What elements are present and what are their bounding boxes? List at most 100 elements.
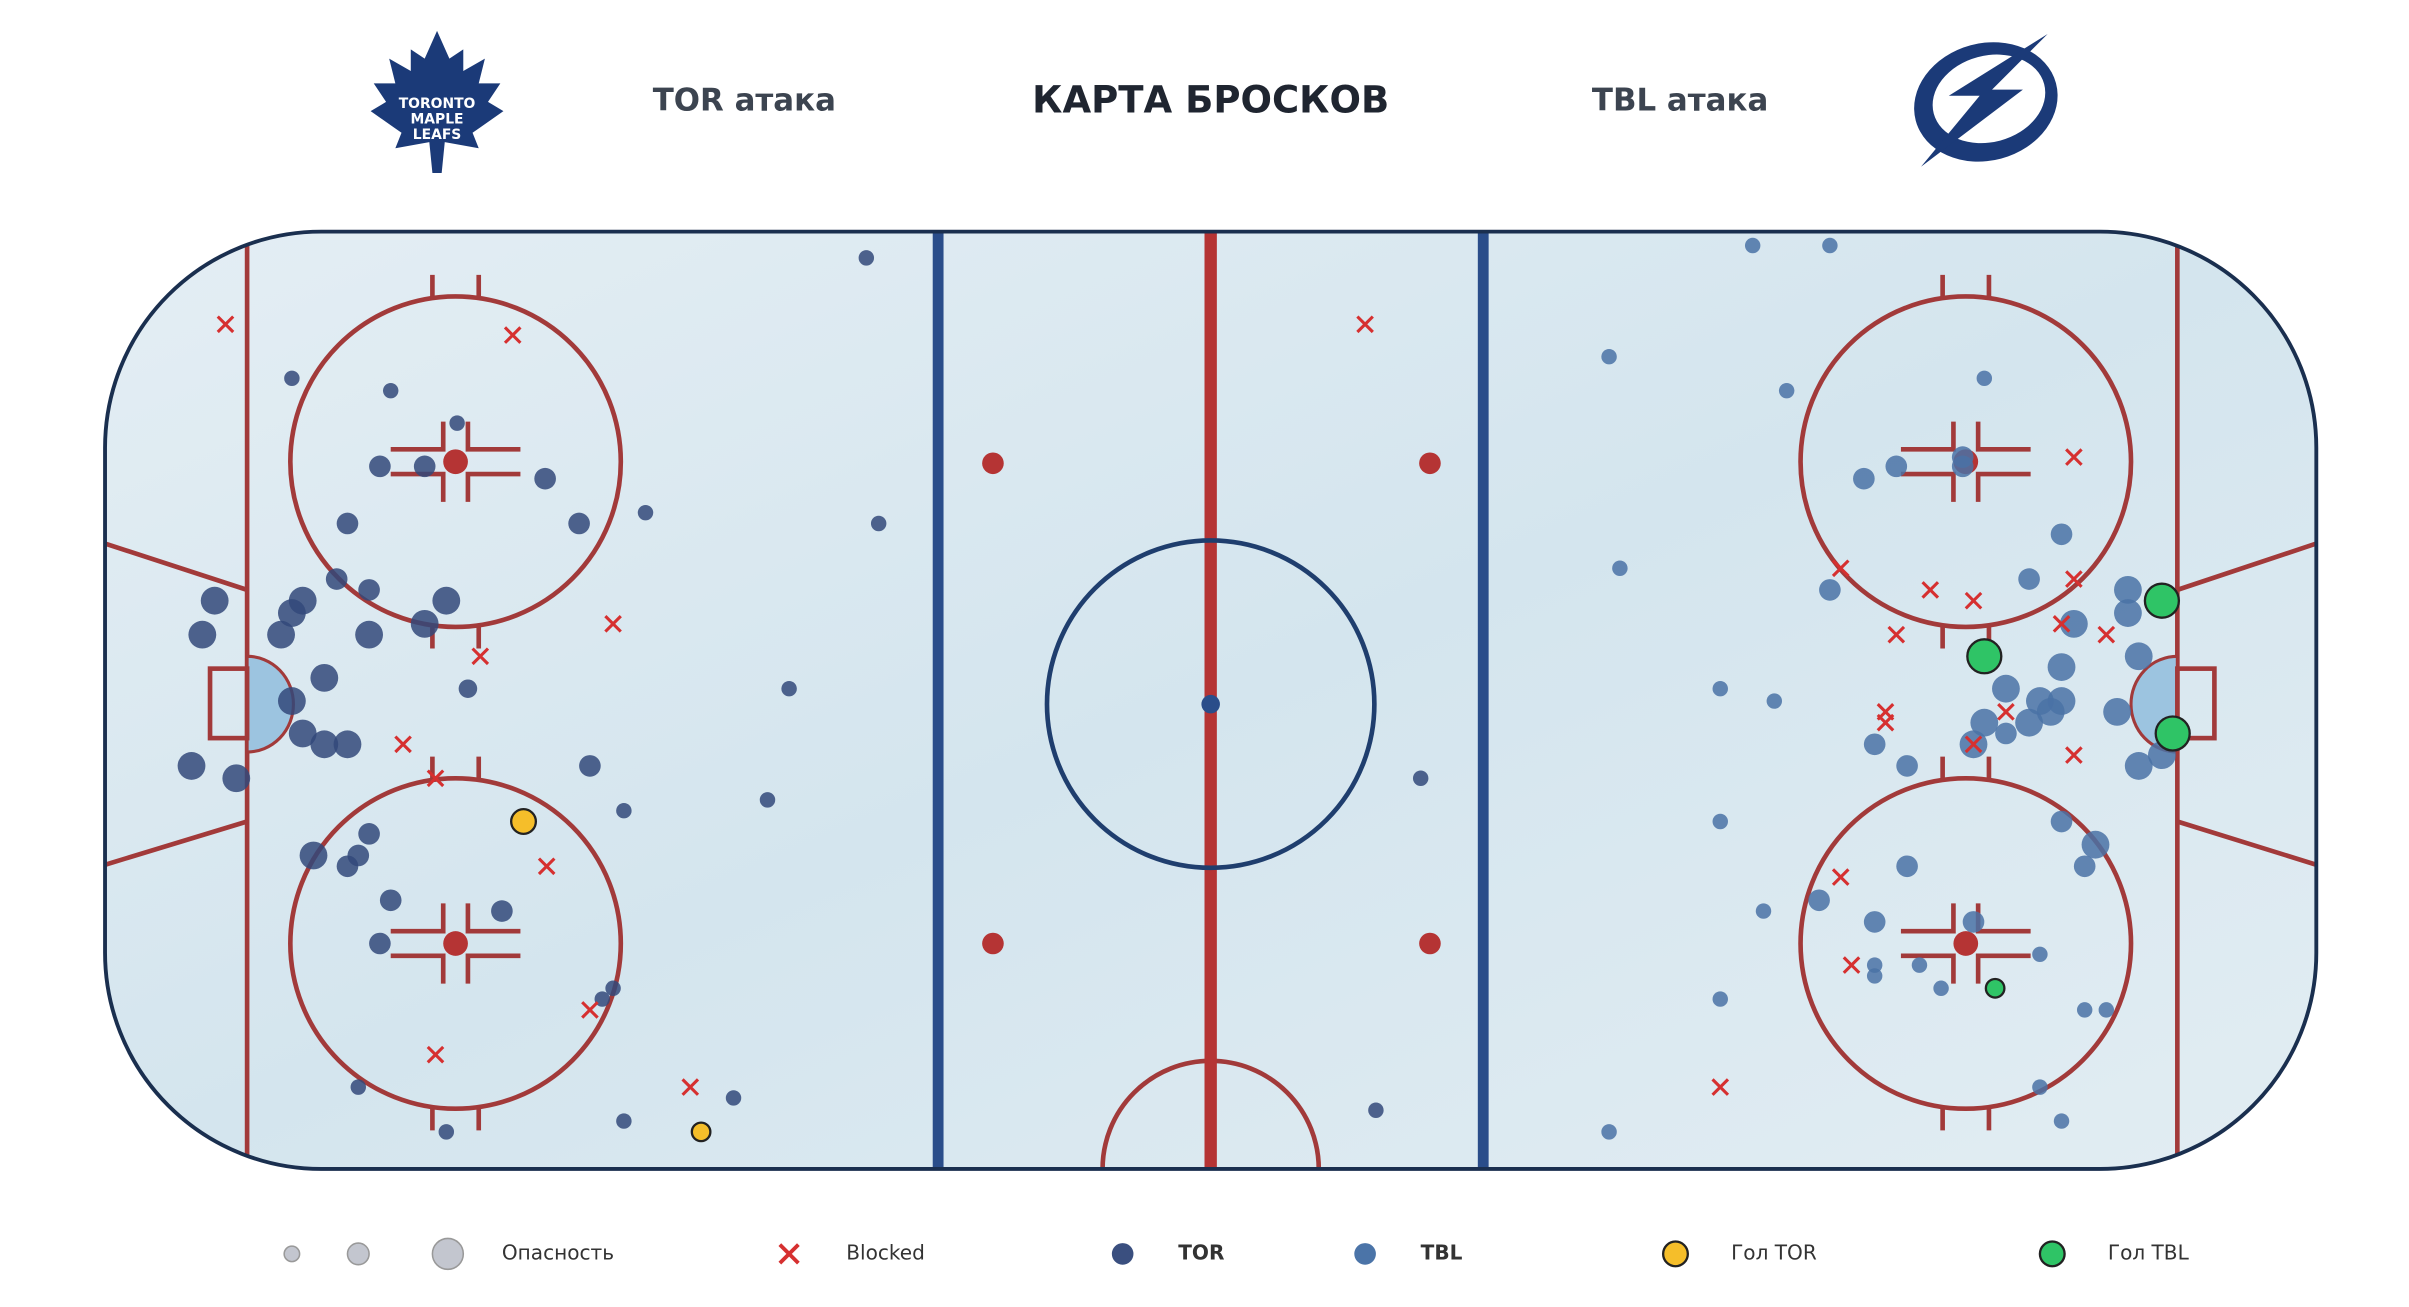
blocked-shot — [2065, 746, 2083, 764]
blocked-shot — [604, 615, 622, 633]
away-attack: TBL атака — [1592, 82, 1768, 118]
tor-shot — [781, 680, 797, 697]
tbl-shot — [1766, 693, 1783, 709]
blocked-shot — [581, 1001, 599, 1019]
blocked-shot — [394, 735, 412, 754]
tbl-shot — [1896, 755, 1918, 777]
tor-shot — [432, 586, 461, 615]
rink-line — [370, 30, 504, 173]
blocked-shot — [1711, 1078, 1730, 1096]
tbl-shot — [1853, 467, 1875, 490]
tor-shot — [568, 512, 590, 535]
legend-label: Blocked — [846, 1240, 925, 1264]
rink-line — [288, 274, 2134, 1131]
faceoff-dot — [443, 931, 468, 956]
tor-shot — [534, 467, 556, 490]
tor-logo: TORONTO MAPLE LEAFS — [370, 30, 504, 173]
tor-shot — [616, 802, 632, 819]
tor-shot — [284, 370, 300, 387]
legend-label: TOR — [1178, 1240, 1225, 1264]
rink-line — [105, 541, 2317, 867]
faceoff-circle — [288, 775, 624, 1112]
tbl-shot — [1612, 560, 1628, 576]
tbl-shot — [1808, 889, 1830, 912]
faceoff-dot — [1953, 931, 1979, 956]
tbl-shot — [1995, 722, 2017, 745]
rink-line — [346, 1242, 370, 1266]
tbl-shot — [1933, 980, 1949, 997]
faceoff-circle — [1798, 775, 2134, 1112]
tbl-shot — [2018, 568, 2040, 590]
tbl-shot — [1951, 455, 1974, 478]
blocked-shot — [1887, 625, 1906, 644]
blocked-shot — [426, 769, 445, 788]
tor-shot — [379, 889, 402, 912]
tbl-shot — [1992, 674, 2020, 703]
tor-shot — [299, 841, 328, 870]
tor-shot — [369, 455, 391, 478]
tor-shot — [358, 579, 380, 601]
tbl-shot — [2053, 1113, 2070, 1129]
tbl-shot — [1755, 903, 1772, 919]
tbl-shot — [2073, 855, 2096, 878]
tbl-shot — [1911, 957, 1928, 973]
legend-label: Опасность — [502, 1240, 614, 1264]
tor-goal — [510, 807, 538, 836]
tor-shot — [438, 1124, 455, 1140]
rink-line — [1419, 452, 1441, 475]
rink-line — [932, 231, 944, 1169]
logo-text: TORONTO — [399, 96, 476, 112]
blocked-shot — [1842, 956, 1861, 974]
tbl-goal — [2143, 582, 2181, 619]
tbl-shot — [2050, 523, 2073, 546]
tor-shot — [358, 823, 380, 845]
tor-shot — [350, 1079, 367, 1095]
rink-line — [1044, 538, 1377, 871]
tor-shot — [616, 1113, 632, 1129]
tor-shot — [449, 415, 465, 431]
tor-shot — [870, 515, 887, 532]
rink-line — [1111, 1243, 1134, 1265]
rink-line — [778, 1243, 800, 1265]
legend-label: TBL — [1421, 1240, 1463, 1264]
tbl-shot — [1885, 455, 1908, 478]
tbl-shot — [1712, 680, 1728, 697]
rink-line — [283, 1245, 301, 1263]
tor-shot — [336, 855, 359, 878]
tor-shot — [310, 664, 339, 692]
rink-line — [431, 1237, 465, 1271]
tbl-shot — [1866, 968, 1883, 984]
blocked-shot — [426, 1045, 445, 1064]
tbl-shot — [1601, 348, 1617, 365]
tbl-shot — [1976, 370, 1993, 387]
tbl-shot — [2124, 642, 2153, 671]
tbl-logo — [1914, 33, 2058, 167]
tor-shot — [325, 568, 348, 590]
tbl-goal — [1966, 638, 2003, 675]
tbl-shot — [1970, 708, 1999, 737]
tbl-shot — [2050, 810, 2073, 833]
tbl-shot — [1778, 382, 1795, 399]
blocked-shot — [2097, 625, 2116, 644]
tbl-shot — [1601, 1124, 1617, 1140]
rink-line — [1354, 1243, 1376, 1265]
home-attack: TOR атака — [653, 82, 836, 118]
tbl-shot — [2076, 1002, 2093, 1018]
tbl-shot — [2124, 752, 2153, 780]
tor-shot — [579, 755, 601, 777]
blocked-shot — [216, 315, 235, 334]
rink-line — [1921, 33, 2048, 167]
tor-shot — [177, 752, 206, 780]
logo-text: MAPLE — [411, 112, 464, 128]
tbl-shot — [2015, 708, 2043, 737]
tor-shot — [725, 1090, 742, 1106]
rink-line — [1419, 932, 1441, 955]
tor-shot — [288, 719, 317, 748]
tor-shot — [222, 764, 251, 793]
tbl-shot — [2032, 1079, 2048, 1095]
blocked-shot — [1831, 559, 1850, 578]
tbl-shot — [1866, 957, 1883, 973]
legend-label: Гол TBL — [2108, 1240, 2190, 1264]
tor-shot — [858, 250, 875, 266]
